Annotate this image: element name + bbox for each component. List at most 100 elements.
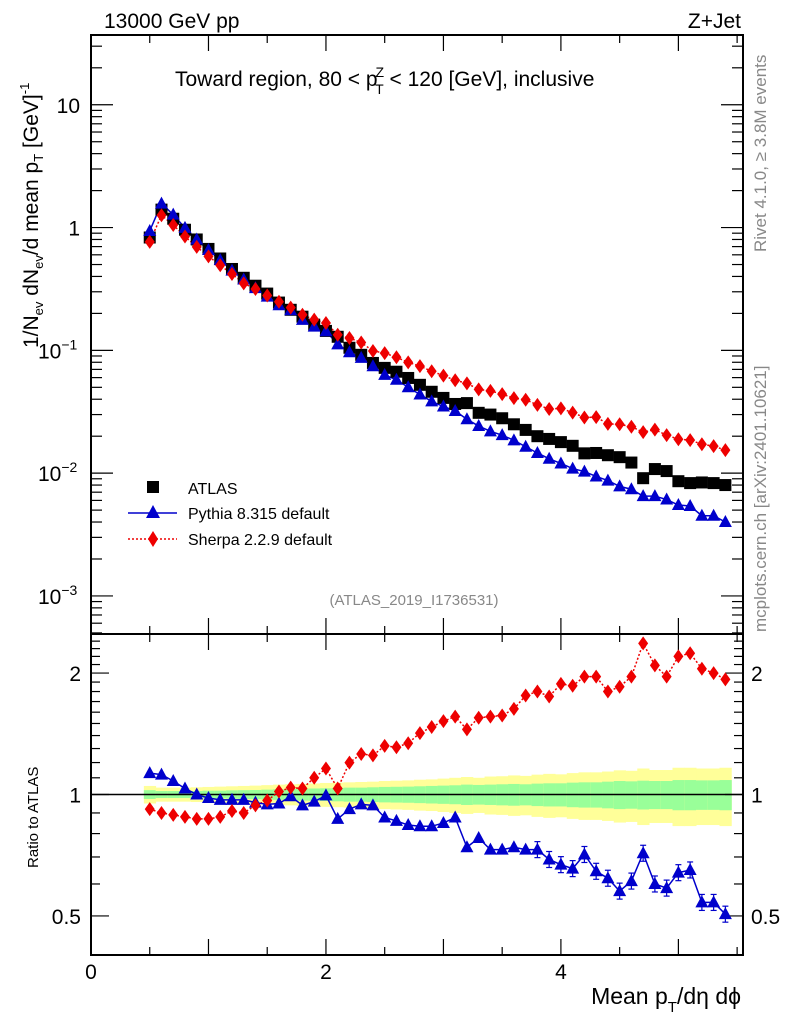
atlas-data-point xyxy=(543,432,556,445)
main-y-tick-exponent: −1 xyxy=(61,336,77,352)
atlas-data-point xyxy=(437,391,450,404)
sherpa-main-point xyxy=(532,397,543,412)
legend-marker-atlas xyxy=(147,481,159,493)
sherpa-ratio-point xyxy=(226,804,237,819)
sherpa-ratio-point xyxy=(179,809,190,824)
ylabel-sub: ev xyxy=(31,301,46,315)
pythia-main-point xyxy=(660,492,674,505)
sherpa-ratio-point xyxy=(168,807,179,822)
pythia-ratio-point xyxy=(178,781,192,794)
sherpa-main-point xyxy=(661,428,672,443)
xlabel-part: /dη dϕ xyxy=(677,983,741,1009)
pythia-main-point xyxy=(154,196,168,209)
sherpa-main-point xyxy=(309,312,320,327)
sherpa-main-point xyxy=(626,419,637,434)
pythia-ratio-point xyxy=(554,857,568,870)
atlas-data-point xyxy=(613,451,626,464)
atlas-data-point xyxy=(531,430,544,443)
sherpa-main-point xyxy=(356,335,367,350)
energy-label: 13000 GeV pp xyxy=(104,10,239,33)
sherpa-ratio-point xyxy=(579,669,590,684)
pythia-main-point xyxy=(166,207,180,220)
sherpa-ratio-point xyxy=(720,672,731,687)
pythia-main-point xyxy=(507,433,521,446)
sherpa-ratio-point xyxy=(367,748,378,763)
sherpa-ratio-point xyxy=(520,688,531,703)
x-axis-label: Mean pT/dη dϕ xyxy=(591,983,741,1016)
sherpa-ratio-point xyxy=(544,689,555,704)
pythia-ratio-point xyxy=(542,852,556,865)
atlas-data-point xyxy=(590,446,603,459)
sherpa-main-point xyxy=(461,376,472,391)
ylabel-part: dN xyxy=(20,269,43,302)
pythia-main-point xyxy=(342,345,356,358)
pythia-main-point xyxy=(366,359,380,372)
sherpa-ratio-point xyxy=(591,669,602,684)
pythia-ratio-point xyxy=(319,788,333,801)
sherpa-main-point xyxy=(602,416,613,431)
sherpa-main-line xyxy=(149,214,726,451)
ratio-y-tick-label-right: 2 xyxy=(751,663,763,686)
sherpa-main-point xyxy=(614,417,625,432)
pythia-ratio-point xyxy=(589,864,603,877)
pythia-ratio-point xyxy=(495,842,509,855)
sherpa-ratio-point xyxy=(485,709,496,724)
mcplots-source-label: mcplots.cern.ch [arXiv:2401.10621] xyxy=(751,366,770,632)
ratio-y-tick-label-right: 0.5 xyxy=(751,906,780,929)
pythia-ratio-point xyxy=(566,861,580,874)
main-y-tick-label: 10−2 xyxy=(38,459,78,486)
sherpa-ratio-point xyxy=(320,761,331,776)
sherpa-main-point xyxy=(567,405,578,420)
pythia-main-point xyxy=(671,498,685,511)
pythia-ratio-point xyxy=(683,862,697,875)
title-suffix: < 120 [GeV], inclusive xyxy=(384,68,595,91)
pythia-main-point xyxy=(401,380,415,393)
pythia-main-point xyxy=(472,419,486,432)
sherpa-ratio-point xyxy=(414,726,425,741)
pythia-main-point xyxy=(530,445,544,458)
pythia-ratio-point xyxy=(143,766,157,779)
atlas-data-point xyxy=(648,463,661,476)
sherpa-main-point xyxy=(579,410,590,425)
sherpa-main-point xyxy=(168,217,179,232)
atlas-data-point xyxy=(425,385,438,398)
ratio-y-tick-label-right: 1 xyxy=(751,785,763,808)
sherpa-ratio-point xyxy=(696,661,707,676)
axis-ticks xyxy=(90,35,743,956)
sherpa-main-point xyxy=(485,383,496,398)
atlas-data-point xyxy=(460,397,473,410)
pythia-main-point xyxy=(695,508,709,521)
pythia-ratio-point xyxy=(366,798,380,811)
pythia-ratio-point xyxy=(483,842,497,855)
rivet-version-label: Rivet 4.1.0, ≥ 3.8M events xyxy=(751,55,770,252)
pythia-main-point xyxy=(143,223,157,236)
pythia-main-point xyxy=(460,412,474,425)
pythia-main-point xyxy=(624,482,638,495)
pythia-main-point xyxy=(519,439,533,452)
pythia-main-point xyxy=(178,220,192,233)
pythia-ratio-point xyxy=(624,874,638,887)
pythia-ratio-point xyxy=(401,818,415,831)
pythia-main-point xyxy=(483,424,497,437)
pythia-main-point xyxy=(495,428,509,441)
x-tick-label: 2 xyxy=(320,961,332,984)
pythia-ratio-point xyxy=(425,819,439,832)
pythia-main-point xyxy=(448,403,462,416)
sherpa-ratio-point xyxy=(450,709,461,724)
atlas-data-point xyxy=(625,456,638,469)
atlas-data-point xyxy=(601,449,614,462)
atlas-data-point xyxy=(519,423,532,436)
pythia-ratio-point xyxy=(577,847,591,860)
atlas-data-point xyxy=(719,479,732,492)
sherpa-ratio-point xyxy=(626,669,637,684)
pythia-main-point xyxy=(425,394,439,407)
sherpa-main-point xyxy=(708,439,719,454)
sherpa-ratio-line xyxy=(149,641,726,820)
sherpa-ratio-point xyxy=(203,811,214,826)
sherpa-main-point xyxy=(438,368,449,383)
pythia-main-point xyxy=(718,515,732,528)
pythia-main-point xyxy=(613,479,627,492)
sherpa-ratio-point xyxy=(638,636,649,651)
sherpa-main-point xyxy=(379,346,390,361)
